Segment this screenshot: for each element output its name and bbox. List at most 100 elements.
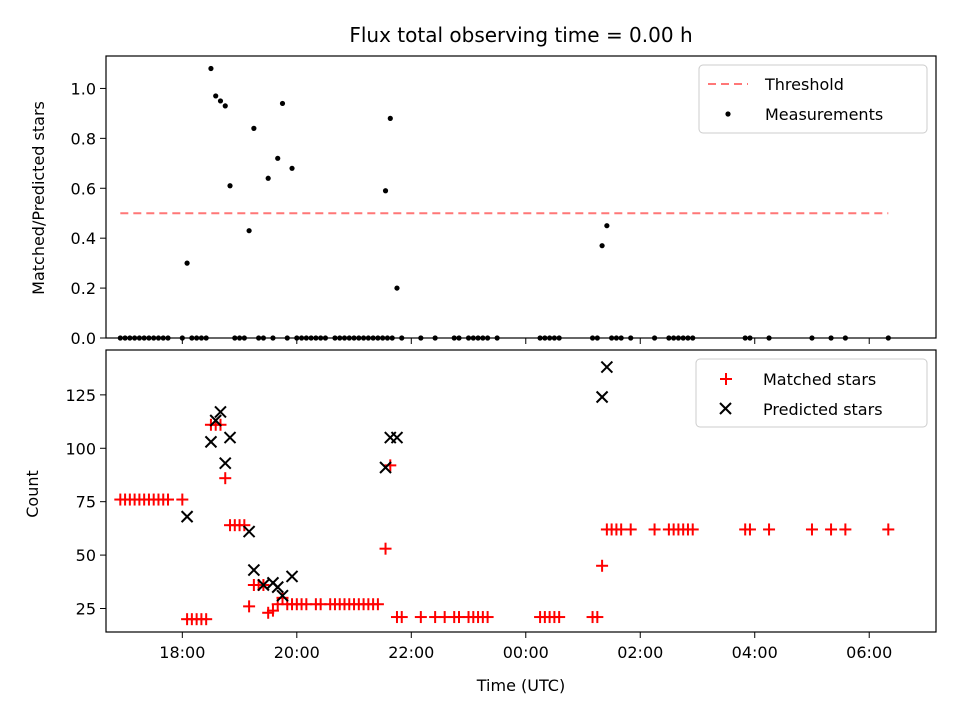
predicted-star-point [247,563,261,577]
matched-star-point [686,523,699,536]
predicted-star-point [180,510,194,523]
predicted-star-point [285,570,299,583]
matched-star-point [414,611,427,624]
measurement-point [251,125,257,131]
legend-top: Threshold Measurements [698,64,928,134]
predicted-star-point [379,461,392,474]
y-tick-label: 125 [65,386,96,405]
matched-star-point [266,604,279,617]
y-ticks-top: 0.0 0.2 0.4 0.6 0.8 1.0 [71,79,106,348]
matched-star-point [238,519,251,532]
predicted-star-point [223,431,237,444]
y-tick-label: 0.0 [71,329,96,348]
matched-star-point [591,611,604,624]
matched-star-point [384,459,397,472]
legend-predicted-swatch [719,402,732,415]
y-axis-label-top: Matched/Predicted stars [29,101,48,295]
legend-predicted-label: Predicted stars [763,400,883,419]
predicted-star-point [276,589,289,602]
matched-star-point [379,542,392,555]
x-tick-label: 04:00 [732,643,778,662]
matched-star-point [648,523,661,536]
x-tick-label: 02:00 [617,643,663,662]
measurement-point [382,188,389,194]
x-axis-label: Time (UTC) [476,676,565,695]
measurement-point [217,98,224,104]
matched-star-point [624,523,637,536]
predicted-star-point [257,578,270,592]
y-tick-label: 1.0 [71,79,96,98]
matched-star-point [805,523,818,536]
y-tick-label: 0.2 [71,279,96,298]
matched-stars-points [114,418,895,626]
matched-star-point [162,493,175,506]
predicted-star-point [214,405,227,419]
matched-star-point [395,611,408,624]
legend-matched-swatch [720,373,732,385]
measurement-point [246,228,252,234]
y-ticks-bottom: 25 50 75 100 125 [65,386,106,619]
flux-ratio-panel: Flux total observing time = 0.00 h Match… [29,23,937,348]
measurement-point [208,65,214,72]
x-ticks-bottom: 18:00 20:00 22:00 00:00 02:00 04:00 06:00 [159,632,892,662]
plot-frame-top [105,55,937,339]
y-tick-label: 25 [76,600,96,619]
matched-star-point [839,523,852,536]
measurement-point [222,103,228,109]
x-tick-label: 22:00 [388,643,434,662]
measurement-point [279,100,286,107]
matched-star-point [481,611,494,624]
measurement-point [387,115,393,121]
x-tick-label: 18:00 [159,643,205,662]
chart-title: Flux total observing time = 0.00 h [349,23,692,47]
matched-star-point [276,591,289,604]
legend-matched-label: Matched stars [763,370,876,389]
predicted-star-point [242,525,256,538]
measurement-point [604,223,610,229]
predicted-star-point [271,580,284,594]
measurement-point [213,93,219,99]
y-tick-label: 50 [76,546,96,565]
matched-star-point [371,598,384,611]
measurement-point [289,165,295,171]
matched-star-point [882,523,895,536]
count-panel: Count Time (UTC) 25 50 75 100 125 18:00 20:00… [23,349,937,695]
y-axis-label-bottom: Count [23,470,42,518]
legend-measurement-label: Measurements [765,105,883,124]
predicted-star-point [204,435,218,449]
matched-star-point [743,523,756,536]
measurement-point [394,285,400,291]
predicted-star-point [595,390,609,404]
predicted-star-point [600,360,614,374]
matched-star-point [825,523,838,536]
measurement-point [184,260,190,266]
measurement-point [227,183,233,189]
y-tick-label: 0.4 [71,229,96,248]
matched-star-point [200,613,213,626]
predicted-star-point [390,431,404,444]
matched-star-point [219,472,232,485]
predicted-star-point [219,457,232,470]
y-tick-label: 75 [76,493,96,512]
matched-star-point [176,493,189,506]
matched-star-point [243,600,256,613]
y-tick-label: 0.8 [71,129,96,148]
legend-measurement-swatch [725,111,731,117]
matched-star-point [763,523,776,536]
measurement-point [265,175,271,181]
x-tick-label: 06:00 [846,643,892,662]
plot-frame-bottom [105,349,937,633]
y-tick-label: 100 [65,439,96,458]
x-tick-label: 20:00 [274,643,320,662]
legend-bottom: Matched stars Predicted stars [695,358,928,428]
measurement-point [599,243,605,249]
legend-threshold-label: Threshold [764,75,844,94]
matched-star-point [553,611,566,624]
predicted-stars-points [180,360,614,602]
x-tick-label: 00:00 [503,643,549,662]
y-tick-label: 0.6 [71,179,96,198]
measurement-point [275,155,281,161]
predicted-star-point [209,414,222,427]
matched-star-point [596,559,609,572]
